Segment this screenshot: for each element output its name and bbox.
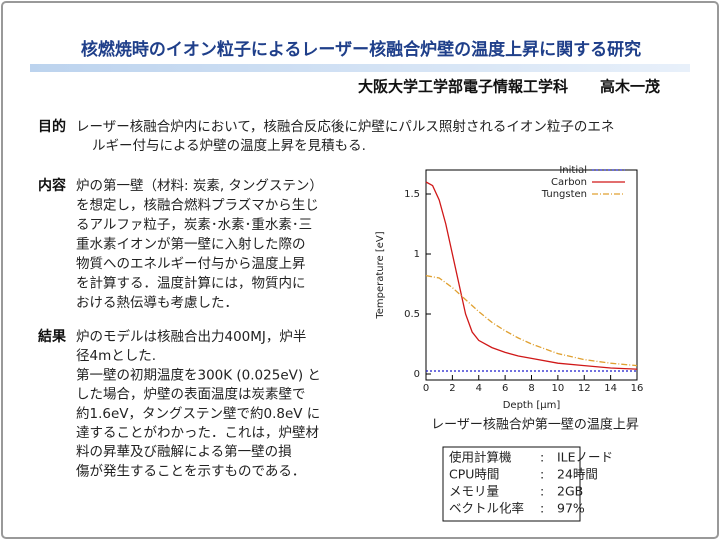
section-line: 重水素イオンが第一壁に入射した際の [76,236,306,253]
x-tick-label: 14 [604,383,617,394]
section-line: 物質へのエネルギー付与から温度上昇 [76,256,306,272]
spec-cell: : [540,450,544,465]
caption: レーザー核融合炉第一壁の温度上昇 [431,417,639,433]
section-line: を計算する．温度計算には，物質内に [76,276,306,292]
affiliation: 大阪大学工学部電子情報工学科 [358,78,568,96]
author: 高木一茂 [600,78,660,96]
y-tick-label: 1 [414,249,420,260]
title-bar [30,64,690,72]
spec-cell: ILEノード [557,450,613,465]
section-line: 傷が発生することを示すものである． [76,463,305,479]
spec-cell: 24時間 [557,467,598,482]
x-tick-label: 0 [423,383,429,394]
frame [1,1,719,539]
section-line: 炉の第一壁（材料: 炭素, タングステン） [76,177,323,194]
series-line [425,181,638,370]
spec-cell: 使用計算機 [449,450,512,465]
section-line: した場合，炉壁の表面温度は炭素壁で [76,387,306,403]
spec-cell: : [540,484,544,499]
spec-cell: CPU時間 [449,467,499,482]
y-axis-label: Temperature [eV] [375,231,386,319]
y-tick-label: 0.5 [404,309,420,320]
section-line: 第一壁の初期温度を300K (0.025eV) と [76,366,321,383]
section-label: 結果 [38,328,67,345]
x-tick-label: 8 [528,383,534,394]
x-tick-label: 2 [449,383,455,394]
section-line: 達することがわかった．これは，炉壁材 [76,425,319,441]
section-line: 料の昇華及び融解による第一壁の損 [76,443,292,460]
x-tick-label: 4 [476,383,482,394]
section-line: を想定し，核融合燃料プラズマから生じ [76,197,319,214]
x-tick-label: 6 [502,383,508,394]
section-line: るアルファ粒子，炭素･水素･重水素･三 [76,217,312,233]
legend-label: Carbon [551,177,587,188]
x-tick-label: 16 [631,383,644,394]
section-line: レーザー核融合炉内において，核融合反応後に炉壁にパルス照射されるイオン粒子のエネ [76,119,614,135]
y-tick-label: 1.5 [404,189,420,200]
title: 核燃焼時のイオン粒子によるレーザー核融合炉壁の温度上昇に関する研究 [81,39,641,60]
section-label: 目的 [38,118,66,135]
x-axis-label: Depth [μm] [503,400,561,411]
spec-cell: : [540,501,544,516]
legend-label: Tungsten [541,189,587,200]
y-tick-label: 0 [414,369,420,380]
x-tick-label: 12 [578,383,591,394]
section-line: ルギー付与による炉壁の温度上昇を見積もる. [92,138,366,154]
spec-cell: 97% [557,501,585,516]
legend-label: Initial [559,165,587,176]
spec-cell: : [540,467,544,482]
spec-box [442,446,581,522]
x-tick-label: 10 [552,383,565,394]
section-line: 炉のモデルは核融合出力400MJ，炉半 [76,328,306,345]
section-label: 内容 [38,177,66,194]
spec-cell: メモリ量 [449,484,499,499]
spec-cell: ベクトル化率 [449,501,524,516]
section-line: 径4mとした. [76,348,156,364]
section-line: おける熱伝導も考慮した． [76,295,238,311]
spec-cell: 2GB [557,484,583,499]
section-line: 約1.6eV，タングステン壁で約0.8eV に [76,406,320,422]
